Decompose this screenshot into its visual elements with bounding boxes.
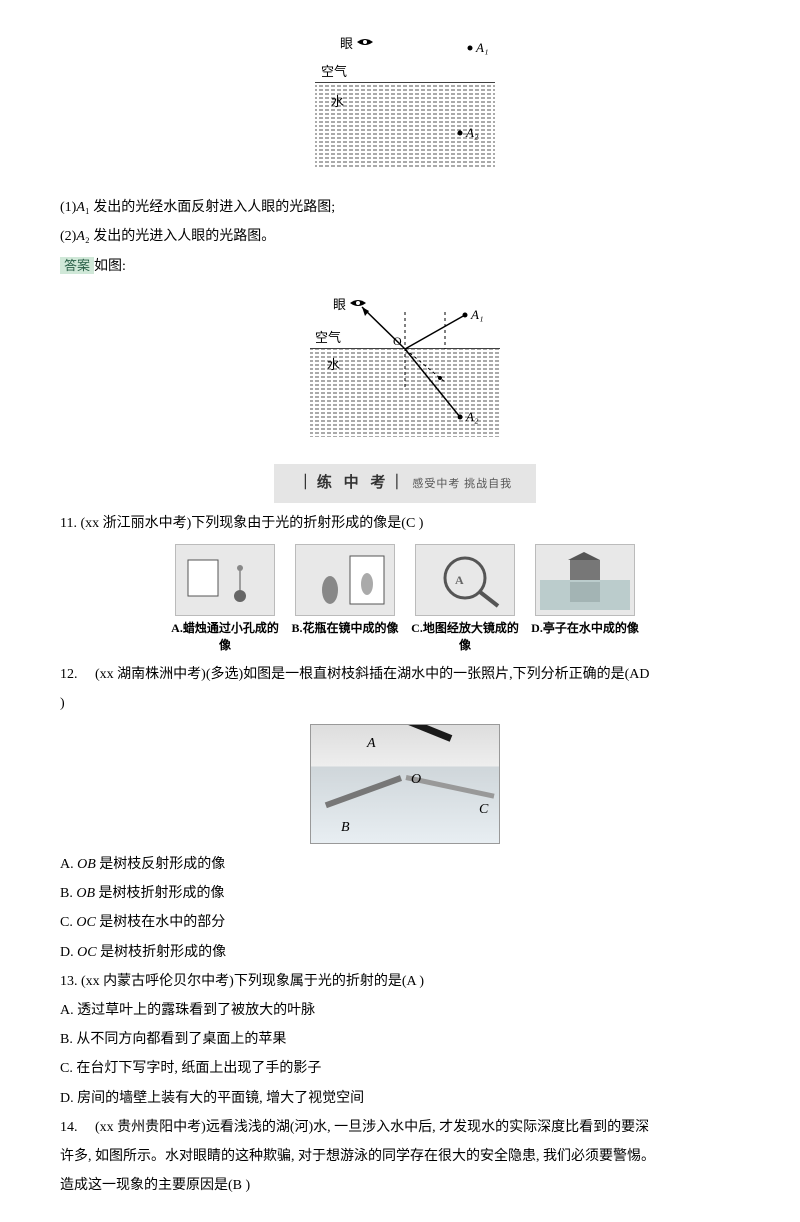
label-a1: A₁	[475, 40, 488, 55]
q11-opt-d-label: D.亭子在水中成的像	[530, 620, 640, 637]
label-a1-2: A₁	[470, 307, 483, 322]
label-a2-2: A₂	[465, 409, 479, 424]
q11-opt-c-label: C.地图经放大镜成的像	[410, 620, 520, 654]
q11-opt-b-label: B.花瓶在镜中成的像	[290, 620, 400, 637]
q11-opt-a: A.蜡烛通过小孔成的像	[170, 544, 280, 654]
label-eye: 眼	[340, 36, 353, 51]
q13-stem: 13. (xx 内蒙古呼伦贝尔中考)下列现象属于光的折射的是(A )	[60, 969, 750, 994]
q-draw-line2: (2)A₂ 发出的光进入人眼的光路图。	[60, 224, 750, 249]
q11-opt-b: B.花瓶在镜中成的像	[290, 544, 400, 654]
q14-line3: 造成这一现象的主要原因是(B )	[60, 1173, 750, 1198]
label-air-2: 空气	[315, 330, 341, 345]
q11-opt-d: D.亭子在水中成的像	[530, 544, 640, 654]
label-water-2: 水	[327, 357, 340, 372]
q12-opt-a: A. OB 是树枝反射形成的像	[60, 852, 750, 877]
q12-opt-b: B. OB 是树枝折射形成的像	[60, 881, 750, 906]
q13-opt-c: C. 在台灯下写字时, 纸面上出现了手的影子	[60, 1056, 750, 1081]
q12-opt-c: C. OC 是树枝在水中的部分	[60, 910, 750, 935]
answer-suffix: 如图:	[94, 259, 126, 274]
diagram-eye-water-2: 眼 空气 水 O A₁ A₂	[285, 287, 525, 447]
q-draw-line1: (1)A₁ 发出的光经水面反射进入人眼的光路图;	[60, 195, 750, 220]
q14-line2: 许多, 如图所示。水对眼睛的这种欺骗, 对于想游泳的同学存在很大的安全隐患, 我…	[60, 1144, 750, 1169]
q12-photo: A O B C	[310, 724, 500, 844]
banner-sub: 感受中考 挑战自我	[412, 478, 512, 490]
q11-img-c: A	[415, 544, 515, 616]
q12-opt-d: D. OC 是树枝折射形成的像	[60, 940, 750, 965]
q14-line1: 14. (xx 贵州贵阳中考)远看浅浅的湖(河)水, 一旦涉入水中后, 才发现水…	[60, 1115, 750, 1140]
q11-opt-a-label: A.蜡烛通过小孔成的像	[170, 620, 280, 654]
q11-opt-c: A C.地图经放大镜成的像	[410, 544, 520, 654]
q11-options-row: A.蜡烛通过小孔成的像 B.花瓶在镜中成的像 A C.地图经放大镜成的像 D.亭…	[60, 544, 750, 654]
q12-figure: A O B C	[60, 724, 750, 844]
svg-text:A: A	[455, 573, 464, 587]
label-a2: A₂	[465, 125, 479, 140]
figure-answer-diagram: 眼 空气 水 O A₁ A₂	[60, 287, 750, 456]
figure-problem-diagram: 眼 A₁ 空气 水 A₂	[60, 28, 750, 187]
banner-main: ｜练 中 考｜	[298, 475, 409, 491]
q11-stem: 11. (xx 浙江丽水中考)下列现象由于光的折射形成的像是(C )	[60, 511, 750, 536]
label-air: 空气	[321, 64, 347, 79]
photo-label-c: C	[479, 797, 488, 822]
q13-opt-d: D. 房间的墙壁上装有大的平面镜, 增大了视觉空间	[60, 1086, 750, 1111]
section-banner: ｜练 中 考｜感受中考 挑战自我	[60, 464, 750, 503]
q11-img-b	[295, 544, 395, 616]
q13-opt-a: A. 透过草叶上的露珠看到了被放大的叶脉	[60, 998, 750, 1023]
answer-line: 答案如图:	[60, 254, 750, 279]
q13-opt-b: B. 从不同方向都看到了桌面上的苹果	[60, 1027, 750, 1052]
q11-img-d	[535, 544, 635, 616]
photo-label-o: O	[411, 767, 421, 792]
label-water: 水	[331, 94, 344, 109]
q12-stem-b: )	[60, 691, 750, 716]
label-eye-2: 眼	[333, 297, 346, 312]
q12-stem-a: 12. (xx 湖南株洲中考)(多选)如图是一根直树枝斜插在湖水中的一张照片,下…	[60, 662, 750, 687]
answer-label: 答案	[60, 257, 94, 274]
q11-img-a	[175, 544, 275, 616]
diagram-eye-water-1: 眼 A₁ 空气 水 A₂	[295, 28, 515, 178]
photo-label-b: B	[341, 815, 350, 840]
photo-label-a: A	[367, 731, 376, 756]
